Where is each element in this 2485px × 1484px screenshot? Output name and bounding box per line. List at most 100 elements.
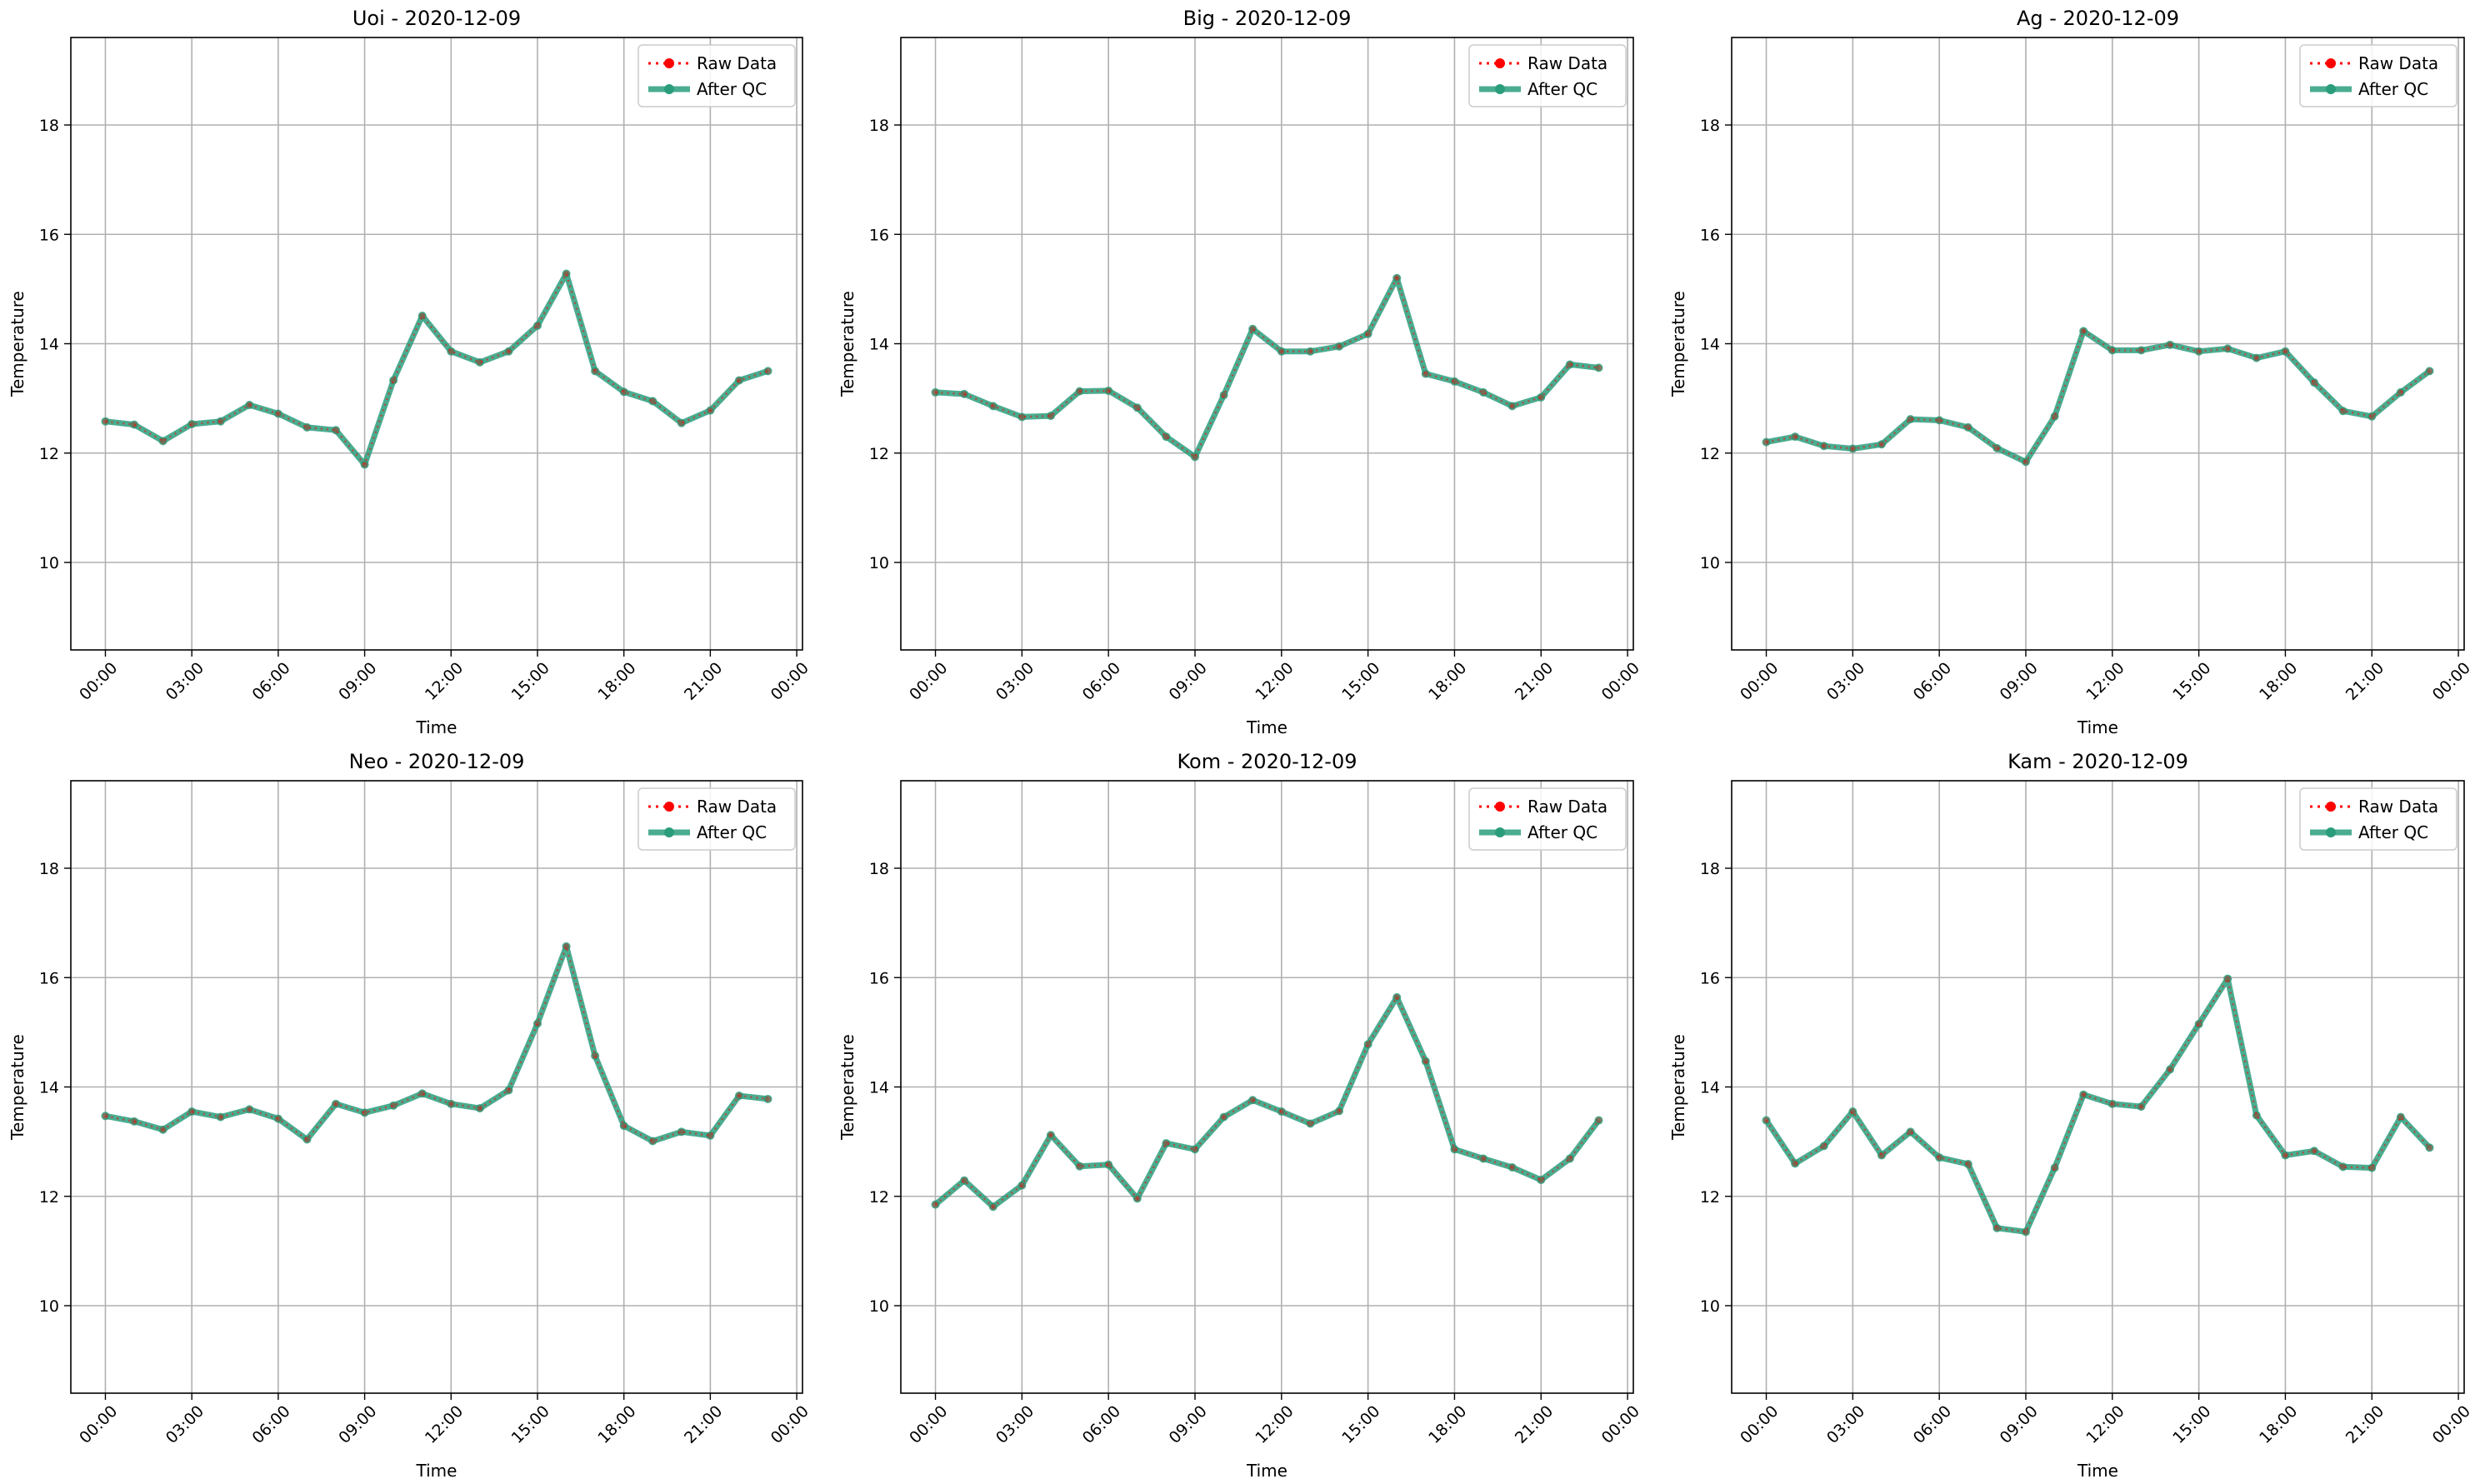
x-tick-label: 00:00 bbox=[76, 659, 121, 704]
raw-data-point bbox=[362, 1109, 368, 1116]
after-qc-point bbox=[504, 1086, 513, 1095]
x-tick-label: 18:00 bbox=[594, 659, 639, 704]
raw-data-point bbox=[2022, 458, 2029, 465]
raw-data-point bbox=[2253, 355, 2260, 362]
x-tick-label: 00:00 bbox=[2429, 1402, 2474, 1447]
legend-after-qc-marker bbox=[2326, 84, 2336, 94]
series-after-qc bbox=[931, 273, 1603, 462]
x-axis-label: Time bbox=[1246, 1461, 1288, 1481]
after-qc-point bbox=[2166, 340, 2175, 349]
raw-data-line bbox=[935, 275, 1599, 459]
series-after-qc bbox=[101, 269, 772, 469]
after-qc-point bbox=[2223, 344, 2232, 353]
raw-data-point bbox=[332, 1101, 339, 1107]
after-qc-point bbox=[360, 460, 369, 469]
series-raw-data bbox=[932, 994, 1602, 1210]
after-qc-point bbox=[763, 1094, 772, 1103]
legend: Raw Data After QC bbox=[638, 787, 796, 851]
after-qc-point bbox=[1104, 1160, 1113, 1169]
y-tick-label: 14 bbox=[869, 336, 889, 354]
x-tick-label: 18:00 bbox=[1425, 659, 1470, 704]
x-tick-label: 00:00 bbox=[768, 1402, 812, 1447]
x-tick-label: 12:00 bbox=[422, 1402, 467, 1447]
raw-data-line bbox=[1765, 976, 2431, 1233]
raw-data-point bbox=[2022, 1228, 2029, 1235]
after-qc-point bbox=[2021, 1227, 2030, 1237]
raw-data-point bbox=[160, 437, 167, 444]
raw-data-point bbox=[2052, 413, 2058, 420]
legend-raw-data-marker bbox=[1495, 802, 1505, 812]
raw-data-point bbox=[131, 1118, 138, 1125]
x-tick-label: 12:00 bbox=[422, 659, 467, 704]
x-tick-label: 15:00 bbox=[2169, 1402, 2214, 1447]
after-qc-point bbox=[1935, 1153, 1944, 1162]
legend-raw-data-marker bbox=[2326, 802, 2336, 812]
raw-data-point bbox=[736, 1092, 742, 1099]
raw-data-point bbox=[990, 402, 997, 409]
after-qc-point bbox=[1248, 1096, 1258, 1105]
x-axis-label: Time bbox=[1246, 717, 1288, 737]
legend-raw-data-label: Raw Data bbox=[697, 797, 777, 817]
after-qc-point bbox=[2338, 407, 2348, 416]
legend-after-qc-marker bbox=[664, 827, 674, 837]
raw-data-point bbox=[1422, 371, 1429, 377]
x-tick-label: 21:00 bbox=[681, 659, 726, 704]
y-tick-label: 10 bbox=[1700, 1297, 1720, 1316]
raw-data-point bbox=[218, 1114, 224, 1121]
raw-data-point bbox=[2368, 1165, 2375, 1172]
raw-data-point bbox=[390, 1102, 397, 1109]
raw-data-point bbox=[2426, 1144, 2432, 1151]
after-qc-point bbox=[1594, 1116, 1603, 1125]
y-tick-label: 10 bbox=[869, 554, 889, 572]
legend-after-qc-marker bbox=[664, 84, 674, 94]
after-qc-point bbox=[1363, 329, 1372, 338]
x-tick-label: 00:00 bbox=[1737, 659, 1782, 704]
legend-after-qc-label: After QC bbox=[2358, 79, 2428, 99]
after-qc-line bbox=[1763, 976, 2432, 1235]
raw-data-point bbox=[678, 420, 685, 427]
raw-data-point bbox=[1792, 1160, 1798, 1167]
legend: Raw Data After QC bbox=[1468, 44, 1627, 107]
x-tick-label: 03:00 bbox=[162, 1402, 208, 1447]
x-axis-label: Time bbox=[416, 717, 458, 737]
x-tick-label: 06:00 bbox=[1910, 659, 1955, 704]
raw-data-point bbox=[1048, 412, 1054, 419]
raw-data-point bbox=[1018, 413, 1025, 420]
axes-frame bbox=[70, 780, 803, 1394]
x-tick-label: 21:00 bbox=[1512, 1402, 1557, 1447]
raw-data-point bbox=[1480, 1155, 1487, 1162]
raw-data-line bbox=[105, 942, 768, 1142]
raw-data-point bbox=[102, 1112, 108, 1119]
raw-data-point bbox=[534, 1020, 541, 1027]
raw-data-point bbox=[961, 391, 968, 397]
raw-data-point bbox=[303, 424, 310, 431]
y-axis-label: Temperature bbox=[838, 1034, 858, 1141]
x-tick-label: 15:00 bbox=[1338, 659, 1383, 704]
raw-data-point bbox=[1965, 424, 1972, 431]
after-qc-point bbox=[389, 376, 398, 385]
axes-frame bbox=[1731, 780, 2465, 1394]
x-tick-label: 06:00 bbox=[1079, 659, 1124, 704]
raw-data-point bbox=[131, 422, 138, 428]
raw-data-point bbox=[765, 1096, 772, 1102]
x-tick-label: 06:00 bbox=[248, 659, 293, 704]
chart-title: Neo - 2020-12-09 bbox=[349, 750, 525, 773]
axes-frame bbox=[900, 780, 1634, 1394]
legend-after-qc-label: After QC bbox=[1528, 822, 1598, 842]
legend-raw-data-label: Raw Data bbox=[1528, 797, 1608, 817]
y-tick-label: 14 bbox=[1700, 336, 1720, 354]
after-qc-point bbox=[1848, 1107, 1858, 1117]
subplot-2: 00:00 03:00 06:00 09:00 12:00 15:00 18:00 21:00… bbox=[838, 7, 1643, 737]
raw-data-point bbox=[1336, 1107, 1342, 1114]
legend-raw-data-marker bbox=[664, 58, 674, 68]
raw-data-point bbox=[1365, 331, 1372, 337]
raw-data-point bbox=[477, 359, 483, 366]
after-qc-point bbox=[988, 402, 998, 411]
after-qc-point bbox=[2368, 412, 2377, 421]
series-raw-data bbox=[102, 942, 772, 1144]
raw-data-point bbox=[1422, 1058, 1429, 1065]
y-tick-label: 18 bbox=[1700, 117, 1720, 135]
raw-data-point bbox=[1480, 389, 1487, 396]
raw-data-point bbox=[621, 1122, 628, 1129]
raw-data-point bbox=[2052, 1165, 2058, 1172]
